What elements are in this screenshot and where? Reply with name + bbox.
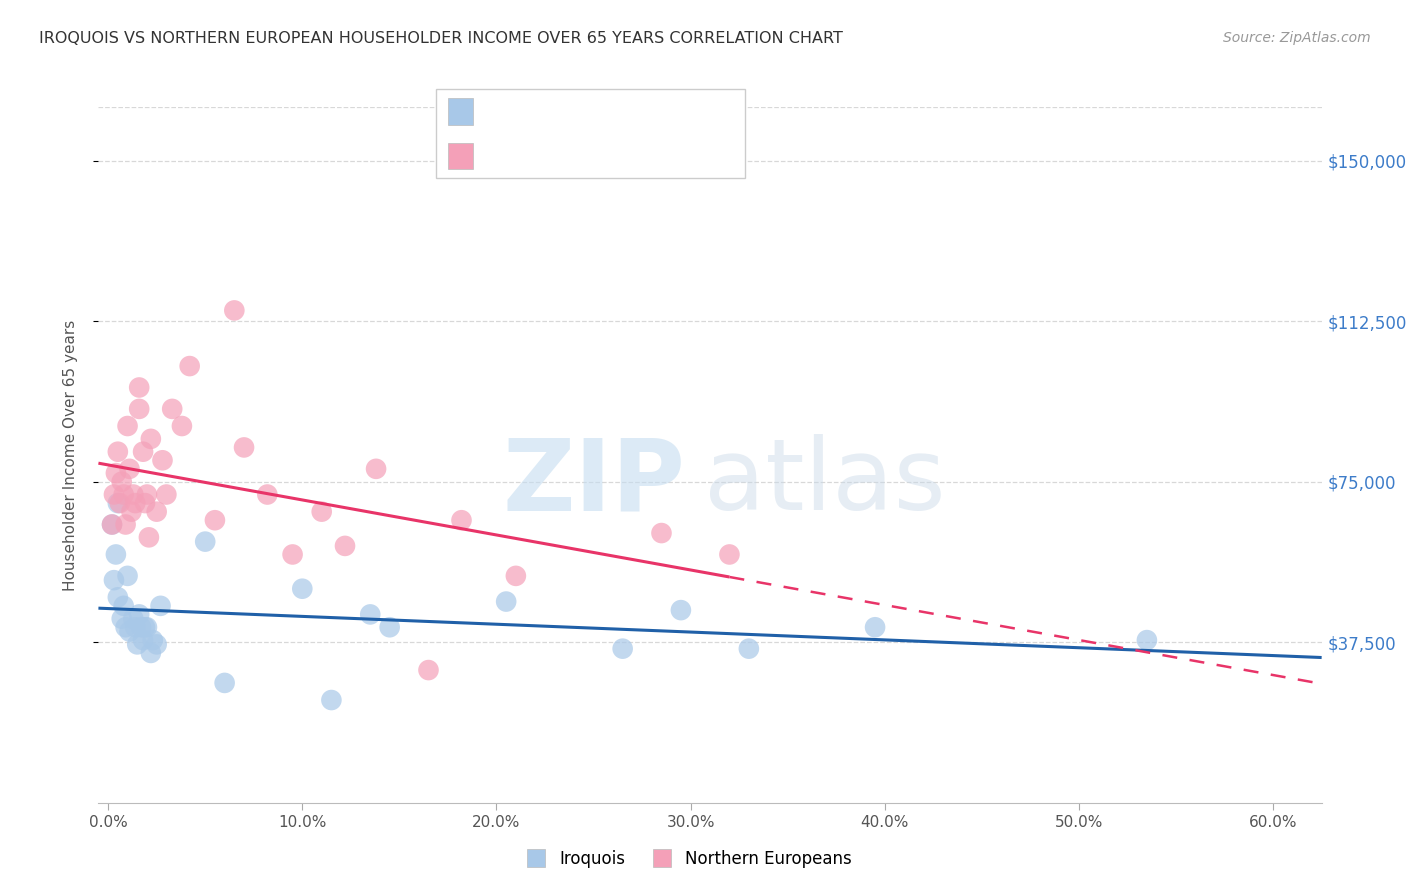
Text: 39: 39 [683,146,707,165]
Point [122,612,145,626]
Point [311,505,333,519]
Point [364,462,387,476]
Point [101,517,124,532]
Point [145,505,167,519]
Point [128,380,150,394]
Point [108,496,131,510]
Point [104,466,127,480]
Point [128,607,150,622]
Point [378,620,401,634]
Point [128,401,150,416]
Point [669,603,692,617]
Point [103,487,125,501]
Point [139,432,162,446]
FancyBboxPatch shape [449,143,472,169]
Point [738,641,761,656]
Point [117,419,139,434]
Point [107,591,129,605]
Point [139,646,162,660]
Point [194,534,217,549]
Point [281,548,304,562]
Point [117,569,139,583]
Y-axis label: Householder Income Over 65 years: Householder Income Over 65 years [63,319,77,591]
Point [127,637,149,651]
Point [495,594,517,608]
Point [333,539,356,553]
Point [204,513,226,527]
Point [450,513,472,527]
Point [145,637,167,651]
Point [321,693,343,707]
Point [103,573,125,587]
Point [129,620,152,634]
FancyBboxPatch shape [436,89,745,178]
Point [142,633,165,648]
Point [863,620,886,634]
Point [134,496,156,510]
Point [122,487,145,501]
Legend: Iroquois, Northern Europeans: Iroquois, Northern Europeans [513,843,859,874]
Point [124,496,146,510]
Point [149,599,172,613]
Point [256,487,278,501]
Text: IROQUOIS VS NORTHERN EUROPEAN HOUSEHOLDER INCOME OVER 65 YEARS CORRELATION CHART: IROQUOIS VS NORTHERN EUROPEAN HOUSEHOLDE… [39,31,844,46]
Point [1136,633,1159,648]
Point [170,419,193,434]
Point [124,620,146,634]
Text: Source: ZipAtlas.com: Source: ZipAtlas.com [1223,31,1371,45]
Point [104,548,127,562]
Point [107,496,129,510]
Point [111,475,134,489]
Point [138,530,160,544]
Point [224,303,246,318]
Point [505,569,527,583]
Point [136,620,159,634]
Text: atlas: atlas [704,434,946,532]
Point [418,663,440,677]
Text: 34: 34 [683,102,707,120]
Point [111,612,134,626]
Text: N =: N = [621,102,669,120]
Point [359,607,381,622]
Point [120,505,142,519]
Point [118,462,141,476]
Point [233,441,256,455]
Point [612,641,634,656]
Text: -0.163: -0.163 [529,146,588,165]
Point [114,517,136,532]
Point [179,359,201,373]
FancyBboxPatch shape [449,98,472,125]
Text: -0.247: -0.247 [529,102,588,120]
Point [118,624,141,639]
Point [136,487,159,501]
Point [101,517,124,532]
Text: R =: R = [481,146,517,165]
Point [132,444,155,458]
Point [650,526,672,541]
Point [155,487,177,501]
Point [718,548,741,562]
Point [107,444,129,458]
Point [112,599,135,613]
Point [152,453,174,467]
Point [114,620,136,634]
Point [291,582,314,596]
Point [160,401,183,416]
Point [132,633,155,648]
Text: N =: N = [621,146,669,165]
Point [112,487,135,501]
Point [134,620,156,634]
Point [214,676,236,690]
Text: ZIP: ZIP [503,434,686,532]
Text: R =: R = [481,102,517,120]
